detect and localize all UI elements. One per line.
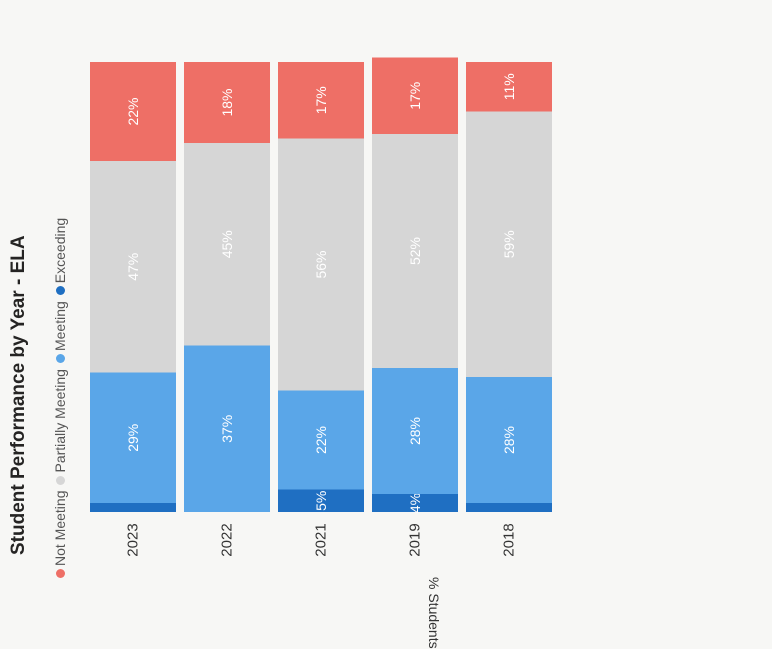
bar-segment-not-meeting-2018[interactable] xyxy=(466,62,552,112)
category-label: 2023 xyxy=(125,523,142,556)
data-label: 47% xyxy=(125,253,141,281)
bar-segment-not-meeting-2022[interactable] xyxy=(184,62,270,143)
bar-segment-exceeding-2021[interactable] xyxy=(278,489,364,513)
category-label: 2018 xyxy=(501,523,518,556)
data-label: 52% xyxy=(407,237,423,265)
data-label: 45% xyxy=(219,230,235,258)
data-label: 4% xyxy=(407,493,423,513)
bar-segment-not-meeting-2023[interactable] xyxy=(90,62,176,161)
bar-segment-partially-meeting-2019[interactable] xyxy=(372,134,458,368)
data-label: 18% xyxy=(219,88,235,116)
bar-segment-not-meeting-2021[interactable] xyxy=(278,62,364,139)
bar-segment-partially-meeting-2018[interactable] xyxy=(466,111,552,378)
category-label: 2022 xyxy=(219,523,236,556)
bar-segment-meeting-2022[interactable] xyxy=(184,345,270,513)
data-label: 28% xyxy=(501,426,517,454)
bar-segment-not-meeting-2019[interactable] xyxy=(372,57,458,135)
category-label: 2019 xyxy=(407,523,424,556)
data-label: 56% xyxy=(313,250,329,278)
bar-segment-meeting-2018[interactable] xyxy=(466,377,552,503)
bar-segment-meeting-2023[interactable] xyxy=(90,372,176,504)
bar-segment-exceeding-2019[interactable] xyxy=(372,494,458,512)
data-label: 29% xyxy=(125,424,141,452)
data-label: 5% xyxy=(313,491,329,511)
chart-stage: Student Performance by Year - ELA Not Me… xyxy=(8,57,552,649)
data-label: 17% xyxy=(407,82,423,110)
bar-segment-exceeding-2018[interactable] xyxy=(466,503,552,512)
plot-area: 29% 47% 22% 2023 37% 45% 18% 2022 5% 22% 56% 17% 202… xyxy=(90,57,552,557)
bar-segment-partially-meeting-2023[interactable] xyxy=(90,161,176,373)
data-label: 22% xyxy=(313,426,329,454)
category-label: 2021 xyxy=(313,523,330,556)
data-label: 22% xyxy=(125,97,141,125)
bar-segment-partially-meeting-2021[interactable] xyxy=(278,138,364,391)
data-label: 11% xyxy=(501,73,517,100)
bar-segment-exceeding-2023[interactable] xyxy=(90,503,176,512)
data-label: 37% xyxy=(219,415,235,443)
data-label: 28% xyxy=(407,417,423,445)
bar-segment-meeting-2021[interactable] xyxy=(278,390,364,490)
bar-segment-partially-meeting-2022[interactable] xyxy=(184,143,270,346)
data-label: 17% xyxy=(313,86,329,114)
bar-segment-meeting-2019[interactable] xyxy=(372,368,458,494)
data-label: 59% xyxy=(501,230,517,258)
